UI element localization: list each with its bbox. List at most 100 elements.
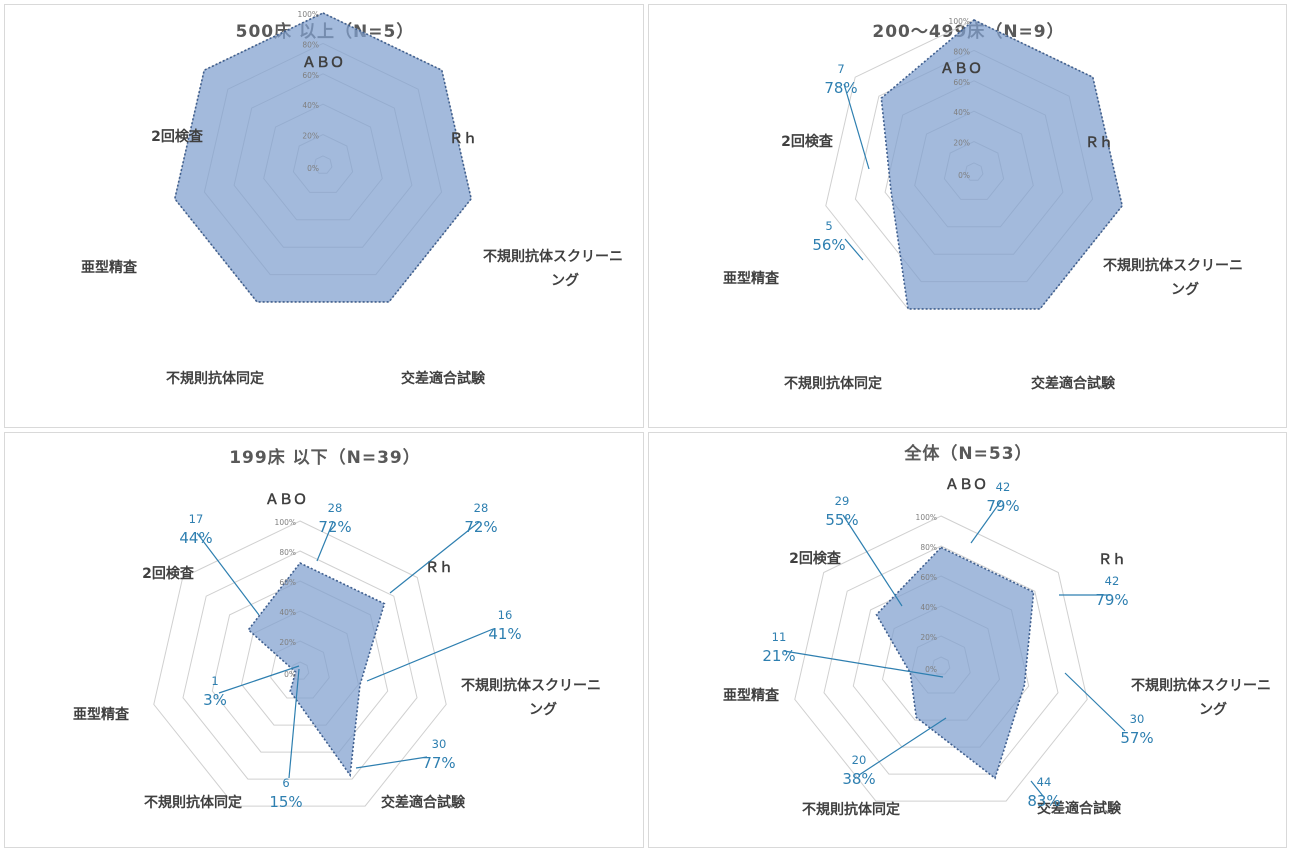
category-label: 2回検査	[789, 550, 842, 567]
data-label-count: 7	[837, 62, 844, 76]
data-label-percent: 21%	[762, 647, 795, 665]
data-label-leader	[366, 628, 494, 682]
data-label-count: 30	[432, 737, 447, 751]
tick-label: 20%	[279, 638, 296, 647]
data-label-count: 6	[282, 776, 289, 790]
data-label-leader	[218, 665, 300, 694]
grid-ring	[823, 545, 1059, 775]
grid-ring	[794, 515, 1088, 802]
data-area	[875, 546, 1035, 780]
data-label-percent: 79%	[986, 497, 1019, 515]
category-label: 不規則抗体スクリーニ	[1131, 677, 1271, 694]
category-label: 交差適合試験	[1037, 800, 1122, 817]
data-label-percent: 79%	[1095, 591, 1128, 609]
category-label: ＡＢＯ	[945, 477, 987, 493]
data-label-leader	[858, 717, 947, 776]
category-label: 不規則抗体同定	[144, 794, 242, 811]
tick-label: 80%	[302, 40, 319, 49]
data-label-count: 28	[474, 501, 489, 515]
category-label: 不規則抗体スクリーニ	[461, 677, 601, 694]
data-label-percent: 57%	[1120, 729, 1153, 747]
category-label: 不規則抗体スクリーニ	[483, 248, 623, 265]
data-label-count: 44	[1037, 775, 1052, 789]
category-label: 2回検査	[142, 565, 195, 582]
tick-label: 40%	[279, 608, 296, 617]
data-label-leader	[316, 521, 334, 562]
tick-label: 80%	[953, 47, 970, 56]
tick-label: 60%	[953, 78, 970, 87]
data-label-percent: 41%	[488, 625, 521, 643]
data-label-percent: 78%	[824, 79, 857, 97]
category-label: 亜型精査	[723, 687, 780, 704]
data-label-leader	[1030, 780, 1044, 797]
data-label-leader	[842, 514, 903, 607]
tick-label: 100%	[916, 513, 937, 522]
tick-label: 40%	[920, 603, 937, 612]
tick-label: 0%	[925, 665, 937, 674]
data-label-count: 29	[835, 494, 850, 508]
data-label-count: 17	[189, 512, 204, 526]
category-label: Ｒｈ	[425, 560, 453, 576]
data-label-percent: 72%	[318, 518, 351, 536]
category-label: ング	[529, 701, 557, 718]
data-area	[880, 19, 1124, 310]
data-label-leader	[355, 756, 428, 769]
category-label: 交差適合試験	[1031, 375, 1116, 392]
category-label: 亜型精査	[723, 270, 780, 287]
data-label-percent: 55%	[825, 511, 858, 529]
category-label: 2回検査	[151, 128, 204, 145]
tick-label: 100%	[275, 518, 296, 527]
radar-chart-500-plus: 500床 以上（N=5）0%20%40%60%80%100%ＡＢＯＲｈ不規則抗体…	[81, 10, 623, 387]
data-area	[173, 12, 473, 303]
tick-label: 60%	[302, 71, 319, 80]
category-label: Ｒｈ	[1098, 552, 1126, 568]
data-label-count: 30	[1130, 712, 1145, 726]
category-label: 2回検査	[781, 133, 834, 150]
data-label-percent: 15%	[269, 793, 302, 811]
tick-label: 60%	[279, 578, 296, 587]
tick-label: 100%	[949, 17, 970, 26]
category-label: 不規則抗体同定	[802, 801, 900, 818]
data-label-percent: 56%	[812, 236, 845, 254]
tick-label: 20%	[302, 132, 319, 141]
chart-panel-total: 全体（N=53） 0% 20% 40% 60% 80% 100% ＡＢＯ Ｒｈ 不規則抗体スクリー…	[648, 432, 1287, 848]
data-label-percent: 44%	[179, 529, 212, 547]
category-label: 亜型精査	[81, 259, 138, 276]
chart-title: 全体（N=53）	[903, 443, 1032, 464]
tick-label: 20%	[953, 139, 970, 148]
grid-ring	[153, 520, 447, 807]
category-label: 不規則抗体同定	[784, 375, 882, 392]
category-label: Ｒｈ	[449, 131, 477, 147]
tick-label: 20%	[920, 633, 937, 642]
tick-label: 40%	[302, 101, 319, 110]
data-label-leader	[843, 83, 870, 170]
data-label-count: 42	[996, 480, 1011, 494]
data-label-count: 28	[328, 501, 343, 515]
data-label-leader	[844, 238, 864, 261]
tick-label: 0%	[284, 670, 296, 679]
chart-panel-200-499: 200～499床（N=9）0%20%40%60%80%100%ＡＢＯＲｈ不規則抗…	[648, 4, 1287, 428]
category-label: ング	[1199, 701, 1227, 718]
data-label-count: 20	[852, 753, 867, 767]
category-label: ＡＢＯ	[265, 492, 307, 508]
data-label-count: 5	[825, 219, 832, 233]
chart-title: 199床 以下（N=39）	[229, 447, 421, 468]
data-label-leader	[389, 521, 480, 594]
radar-chart-199-or-less: 199床 以下（N=39） 0% 20% 40% 60% 80% 100% ＡＢＯ Ｒｈ 不規則抗…	[73, 447, 601, 811]
category-label: Ｒｈ	[1085, 135, 1113, 151]
category-label: ング	[551, 272, 579, 289]
radar-chart-200-499: 200～499床（N=9）0%20%40%60%80%100%ＡＢＯＲｈ不規則抗…	[723, 17, 1243, 392]
category-label: ング	[1171, 281, 1199, 298]
data-label-count: 42	[1105, 574, 1120, 588]
data-label-count: 1	[211, 674, 218, 688]
data-label-percent: 72%	[464, 518, 497, 536]
tick-label: 100%	[298, 10, 319, 19]
tick-label: 80%	[279, 548, 296, 557]
data-label-leader	[288, 668, 300, 779]
category-label: 亜型精査	[73, 706, 130, 723]
category-label: ＡＢＯ	[302, 55, 344, 71]
data-label-percent: 3%	[203, 691, 227, 709]
data-label-leader	[970, 500, 1002, 544]
category-label: 不規則抗体同定	[166, 370, 264, 387]
category-label: 交差適合試験	[401, 370, 486, 387]
